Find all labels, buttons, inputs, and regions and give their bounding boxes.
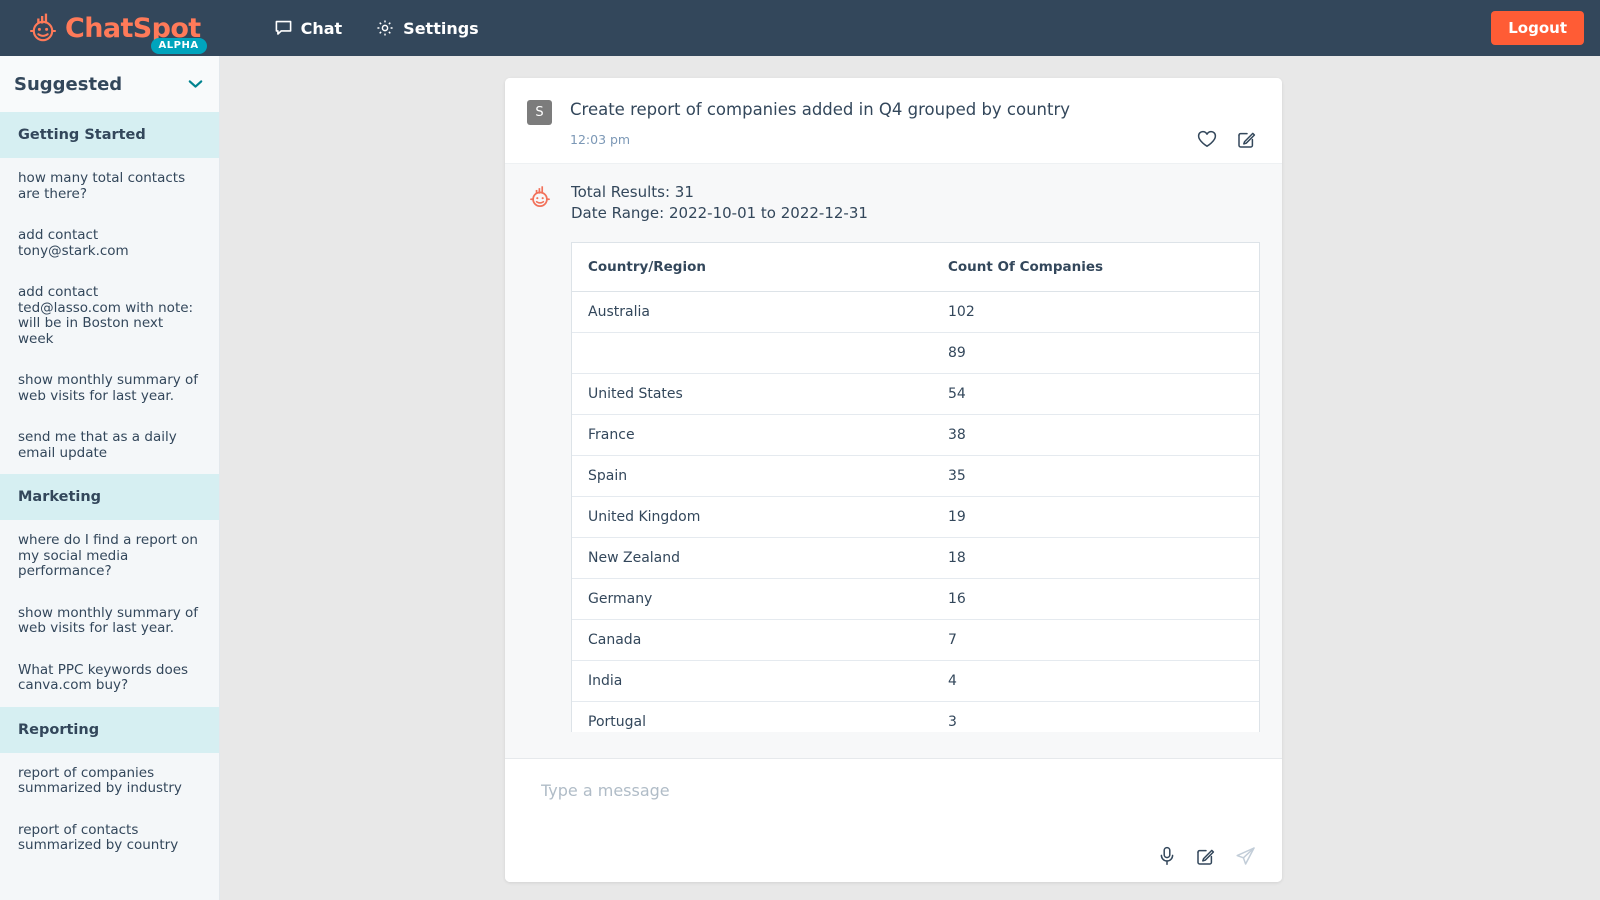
composer-actions — [1158, 846, 1256, 866]
results-table-body: Australia 102 89 United States 54 France 38 Spa… — [572, 291, 1259, 733]
cell-count: 102 — [932, 291, 1259, 334]
message-composer — [505, 758, 1282, 882]
chevron-down-icon[interactable] — [188, 79, 203, 89]
top-navigation-bar: ChatSpot ALPHA Chat Settings Logout — [0, 0, 1600, 56]
table-header-row: Country/Region Count Of Companies — [572, 243, 1259, 293]
bot-message: Total Results: 31 Date Range: 2022-10-01… — [505, 163, 1282, 758]
cell-country: Germany — [572, 578, 932, 621]
cell-country: Canada — [572, 619, 932, 662]
table-row: France 38 — [572, 414, 1259, 457]
table-row: Portugal 3 — [572, 701, 1259, 733]
table-row: United Kingdom 19 — [572, 496, 1259, 539]
user-message: S Create report of companies added in Q4… — [505, 78, 1282, 164]
send-icon[interactable] — [1235, 846, 1256, 866]
app-logo[interactable]: ChatSpot ALPHA — [26, 11, 207, 54]
sidebar-title: Suggested — [14, 73, 123, 95]
cell-country: Australia — [572, 291, 932, 334]
date-range-line: Date Range: 2022-10-01 to 2022-12-31 — [571, 204, 868, 223]
cell-count: 35 — [932, 455, 1259, 498]
logout-button[interactable]: Logout — [1491, 11, 1584, 45]
cell-count: 16 — [932, 578, 1259, 621]
cell-country: Portugal — [572, 701, 932, 733]
suggestion-item[interactable]: where do I find a report on my social me… — [18, 532, 198, 580]
alpha-badge: ALPHA — [150, 38, 207, 54]
table-row: Canada 7 — [572, 619, 1259, 662]
cell-country: France — [572, 414, 932, 457]
suggestion-item[interactable]: report of companies summarized by indust… — [18, 764, 182, 797]
compose-icon[interactable] — [1196, 847, 1215, 866]
results-table-container: Country/Region Count Of Companies Austra… — [571, 242, 1260, 733]
cell-count: 38 — [932, 414, 1259, 457]
chat-panel: S Create report of companies added in Q4… — [505, 78, 1282, 882]
suggestion-item[interactable]: how many total contacts are there? — [18, 170, 186, 202]
table-row: New Zealand 18 — [572, 537, 1259, 580]
nav-item-chat[interactable]: Chat — [275, 18, 343, 38]
table-row: 89 — [572, 332, 1259, 375]
edit-icon[interactable] — [1237, 130, 1256, 149]
suggestion-item[interactable]: show monthly summary of web visits for l… — [18, 372, 199, 404]
sidebar-group-list: Getting Started how many total contacts a… — [0, 112, 219, 867]
user-message-text: Create report of companies added in Q4 g… — [570, 100, 1071, 119]
suggestion-item[interactable]: add contact tony@stark.com — [18, 227, 129, 259]
table-row: India 4 — [572, 660, 1259, 703]
table-row: Australia 102 — [572, 291, 1259, 334]
message-input[interactable] — [541, 781, 1256, 800]
cell-count: 3 — [932, 701, 1259, 733]
cell-count: 18 — [932, 537, 1259, 580]
chat-bubble-icon — [275, 20, 291, 35]
suggestion-item[interactable]: What PPC keywords does canva.com buy? — [18, 661, 189, 694]
cell-count: 4 — [932, 660, 1259, 703]
user-message-timestamp: 12:03 pm — [570, 131, 631, 147]
cell-count: 54 — [932, 373, 1259, 416]
favorite-icon[interactable] — [1197, 130, 1217, 148]
chatspot-bot-icon — [530, 185, 550, 207]
suggestion-item[interactable]: send me that as a daily email update — [18, 429, 177, 461]
cell-country: India — [572, 660, 932, 703]
cell-count: 7 — [932, 619, 1259, 662]
results-table: Country/Region Count Of Companies Austra… — [572, 243, 1259, 733]
cell-count: 89 — [932, 332, 1259, 375]
sidebar-group-header[interactable]: Reporting — [0, 706, 219, 753]
cell-country: New Zealand — [572, 537, 932, 580]
total-results-line: Total Results: 31 — [571, 182, 694, 201]
sidebar-group-header[interactable]: Getting Started — [0, 112, 219, 158]
chatspot-logo-icon — [29, 13, 57, 42]
table-row: Germany 16 — [572, 578, 1259, 621]
column-header-country: Country/Region — [572, 243, 932, 293]
cell-country: United Kingdom — [572, 496, 932, 539]
gear-icon — [377, 20, 393, 36]
nav-label-chat: Chat — [300, 18, 343, 38]
nav-item-settings[interactable]: Settings — [376, 19, 479, 38]
table-row: Spain 35 — [572, 455, 1259, 498]
main-content-area: S Create report of companies added in Q4… — [220, 56, 1600, 900]
table-row: United States 54 — [572, 373, 1259, 416]
sidebar-group-header[interactable]: Marketing — [0, 474, 219, 521]
cell-country: United States — [572, 373, 932, 416]
avatar: S — [527, 100, 552, 125]
suggestion-item[interactable]: add contact ted@lasso.com with note: wil… — [18, 284, 194, 347]
suggestion-item[interactable]: show monthly summary of web visits for l… — [18, 604, 199, 637]
microphone-icon[interactable] — [1158, 846, 1176, 866]
cell-count: 19 — [932, 496, 1259, 539]
message-actions — [1197, 130, 1256, 149]
column-header-count: Count Of Companies — [932, 243, 1259, 293]
cell-country — [572, 332, 932, 375]
nav-label-settings: Settings — [403, 18, 479, 38]
suggestion-item[interactable]: report of contacts summarized by country — [18, 821, 179, 854]
suggestions-sidebar: Suggested Getting Started how many total … — [0, 56, 220, 900]
sidebar-header[interactable]: Suggested — [0, 56, 219, 112]
cell-country: Spain — [572, 455, 932, 498]
main-nav: Chat Settings — [275, 19, 479, 38]
